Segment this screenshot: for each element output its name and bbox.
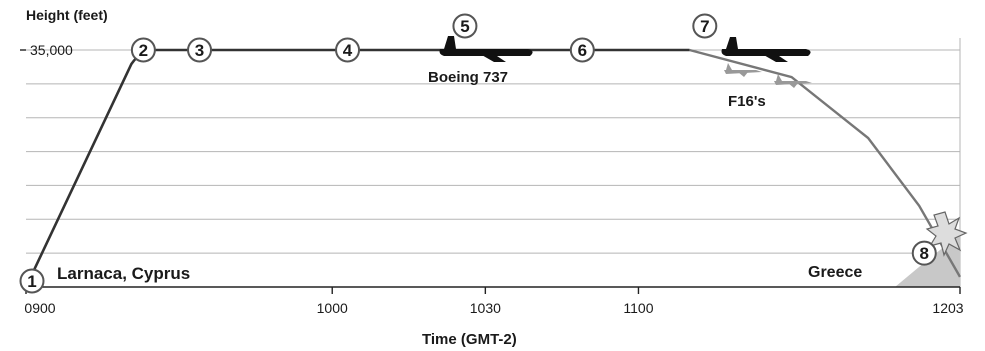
x-axis-label: Time (GMT-2) — [422, 331, 517, 348]
f16-jet-icon — [724, 63, 762, 77]
labels: Height (feet) Time (GMT-2) Larnaca, Cypr… — [26, 7, 862, 348]
aircraft-label: Boeing 737 — [428, 69, 508, 86]
boeing-737-icon — [439, 36, 533, 62]
escort-label: F16's — [728, 93, 766, 110]
marker-number: 6 — [578, 41, 587, 60]
crash-burst-icon — [925, 211, 968, 257]
x-tick-label: 0900 — [24, 300, 55, 316]
marker-6: 6 — [569, 37, 595, 63]
airliner-icon — [721, 37, 811, 62]
grid — [26, 38, 961, 288]
marker-number: 5 — [460, 17, 469, 36]
origin-label: Larnaca, Cyprus — [57, 264, 190, 283]
marker-1: 1 — [19, 268, 45, 294]
marker-circle — [335, 37, 361, 63]
marker-number: 3 — [195, 41, 204, 60]
marker-number: 1 — [27, 272, 36, 291]
marker-circle — [452, 13, 478, 39]
x-tick-label: 1000 — [317, 300, 348, 316]
marker-number: 2 — [139, 41, 148, 60]
marker-circle — [187, 37, 213, 63]
marker-circle — [130, 37, 156, 63]
y-axis-label: Height (feet) — [26, 7, 108, 23]
x-tick-label: 1203 — [932, 300, 963, 316]
marker-circle — [692, 13, 718, 39]
marker-5: 5 — [452, 13, 478, 39]
marker-circle — [569, 37, 595, 63]
marker-7: 7 — [692, 13, 718, 39]
marker-circle — [911, 240, 937, 266]
marker-2: 2 — [130, 37, 156, 63]
marker-number: 7 — [700, 17, 709, 36]
crash-site-label: Greece — [808, 264, 862, 281]
marker-4: 4 — [335, 37, 361, 63]
f16-jet-icon — [774, 74, 812, 88]
axes: 35,000 0900 1000 1030 1100 1203 — [20, 42, 964, 316]
y-tick-label: 35,000 — [30, 42, 73, 58]
markers: 1 2 3 4 5 6 7 8 — [19, 13, 937, 294]
marker-8: 8 — [911, 240, 937, 266]
marker-3: 3 — [187, 37, 213, 63]
planes — [439, 36, 812, 88]
altitude-profile-line — [24, 48, 690, 288]
marker-number: 4 — [343, 41, 353, 60]
x-tick-label: 1100 — [623, 300, 653, 316]
marker-number: 8 — [920, 244, 929, 263]
x-tick-label: 1030 — [470, 300, 501, 316]
marker-circle — [19, 268, 45, 294]
